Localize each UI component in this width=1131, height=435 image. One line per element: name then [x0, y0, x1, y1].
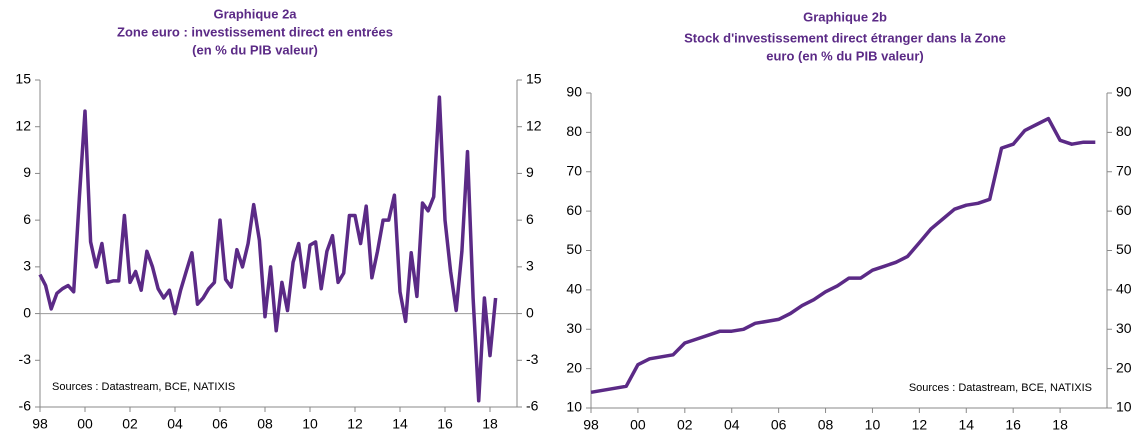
- x-tick-label: 00: [77, 416, 93, 432]
- chart-title: Graphique 2b: [803, 9, 887, 24]
- x-tick-label: 10: [302, 416, 318, 432]
- y-tick-label: 30: [566, 320, 582, 336]
- y2-tick-label: 80: [1116, 123, 1131, 139]
- chart-subtitle: (en % du PIB valeur): [192, 42, 318, 57]
- y2-tick-label: 6: [526, 211, 534, 227]
- y2-tick-label: 90: [1116, 84, 1131, 100]
- y2-tick-label: 15: [526, 71, 542, 87]
- x-tick-label: 02: [677, 417, 693, 433]
- x-tick-label: 04: [167, 416, 183, 432]
- y2-tick-label: 9: [526, 164, 534, 180]
- x-tick-label: 16: [437, 416, 453, 432]
- y2-tick-label: -3: [526, 351, 539, 367]
- x-tick-label: 18: [482, 416, 498, 432]
- y-tick-label: 3: [23, 258, 31, 274]
- chart-title: Graphique 2a: [213, 6, 297, 21]
- x-tick-label: 08: [818, 417, 834, 433]
- x-tick-label: 12: [347, 416, 363, 432]
- source-note: Sources : Datastream, BCE, NATIXIS: [52, 381, 235, 393]
- y-tick-label: 0: [23, 304, 31, 320]
- x-tick-label: 06: [212, 416, 228, 432]
- x-tick-label: 08: [257, 416, 273, 432]
- x-tick-label: 14: [958, 417, 974, 433]
- x-tick-label: 10: [865, 417, 881, 433]
- y-tick-label: 20: [566, 359, 582, 375]
- y2-tick-label: 0: [526, 304, 534, 320]
- y2-tick-label: 20: [1116, 359, 1131, 375]
- y2-tick-label: 12: [526, 117, 542, 133]
- y2-tick-label: 60: [1116, 202, 1131, 218]
- x-tick-label: 16: [1005, 417, 1021, 433]
- series-line: [590, 116, 1096, 395]
- y-tick-label: 10: [566, 399, 582, 415]
- y-tick-label: 90: [566, 84, 582, 100]
- y2-tick-label: 3: [526, 258, 534, 274]
- y2-tick-label: 70: [1116, 162, 1131, 178]
- y2-tick-label: 50: [1116, 241, 1131, 257]
- y-tick-label: 15: [15, 71, 31, 87]
- y2-tick-label: 30: [1116, 320, 1131, 336]
- y2-tick-label: -6: [526, 398, 539, 414]
- y2-tick-label: 40: [1116, 281, 1131, 297]
- y-tick-label: 6: [23, 211, 31, 227]
- y-tick-label: 70: [566, 162, 582, 178]
- y-tick-label: 80: [566, 123, 582, 139]
- y-tick-label: 50: [566, 241, 582, 257]
- y-tick-label: 60: [566, 202, 582, 218]
- chart-subtitle: Stock d'investissement direct étranger d…: [684, 30, 1006, 45]
- y2-tick-label: 10: [1116, 399, 1131, 415]
- y-tick-label: -3: [19, 351, 32, 367]
- y-tick-label: 12: [15, 117, 31, 133]
- x-tick-label: 02: [122, 416, 138, 432]
- x-tick-label: 18: [1052, 417, 1068, 433]
- y-tick-label: 9: [23, 164, 31, 180]
- y-tick-label: 40: [566, 281, 582, 297]
- x-tick-label: 14: [392, 416, 408, 432]
- x-tick-label: 04: [724, 417, 740, 433]
- x-tick-label: 12: [912, 417, 928, 433]
- x-tick-label: 98: [583, 417, 599, 433]
- series-line: [38, 95, 498, 403]
- x-tick-label: 98: [32, 416, 48, 432]
- x-tick-label: 00: [630, 417, 646, 433]
- x-tick-label: 06: [771, 417, 787, 433]
- y-tick-label: -6: [19, 398, 32, 414]
- chart-subtitle: Zone euro : investissement direct en ent…: [117, 24, 393, 39]
- source-note: Sources : Datastream, BCE, NATIXIS: [909, 382, 1092, 394]
- chart-subtitle: euro (en % du PIB valeur): [766, 48, 923, 63]
